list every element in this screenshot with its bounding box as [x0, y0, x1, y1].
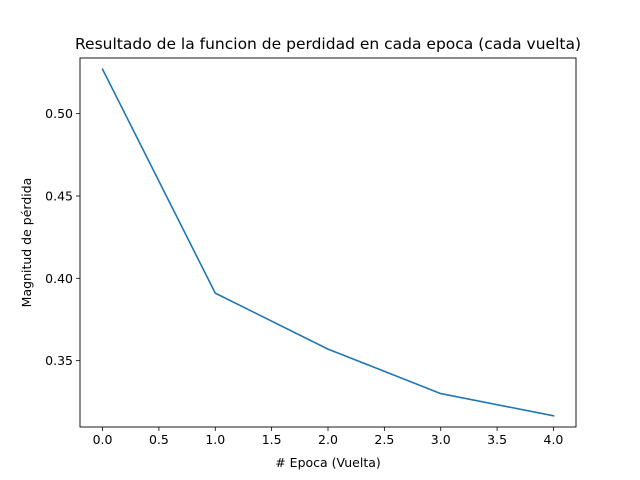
- y-tick-label: 0.45: [45, 188, 73, 203]
- y-tick-label: 0.40: [45, 271, 73, 286]
- x-tick-label: 3.0: [431, 432, 451, 447]
- x-tick-label: 2.0: [318, 432, 338, 447]
- x-tick-label: 2.5: [374, 432, 394, 447]
- x-tick-label: 4.0: [544, 432, 564, 447]
- y-tick-label: 0.50: [45, 106, 73, 121]
- series-line-loss: [101, 68, 555, 417]
- plot-area-frame: [79, 57, 577, 428]
- x-axis-label: # Epoca (Vuelta): [275, 455, 381, 470]
- x-tick-label: 0.5: [149, 432, 169, 447]
- x-tick-label: 0.0: [93, 432, 113, 447]
- x-tick-label: 3.5: [487, 432, 507, 447]
- x-tick-label: 1.0: [205, 432, 225, 447]
- chart-title: Resultado de la funcion de perdidad en c…: [75, 35, 581, 53]
- x-tick-label: 1.5: [262, 432, 282, 447]
- x-axis-ticks: 0.0 0.5 1.0 1.5 2.0 2.5 3.0 3.5 4.0: [93, 427, 564, 447]
- y-axis-ticks: 0.35 0.40 0.45 0.50: [45, 106, 80, 368]
- y-tick-label: 0.35: [45, 353, 73, 368]
- y-axis-label: Magnitud de pérdida: [19, 178, 34, 308]
